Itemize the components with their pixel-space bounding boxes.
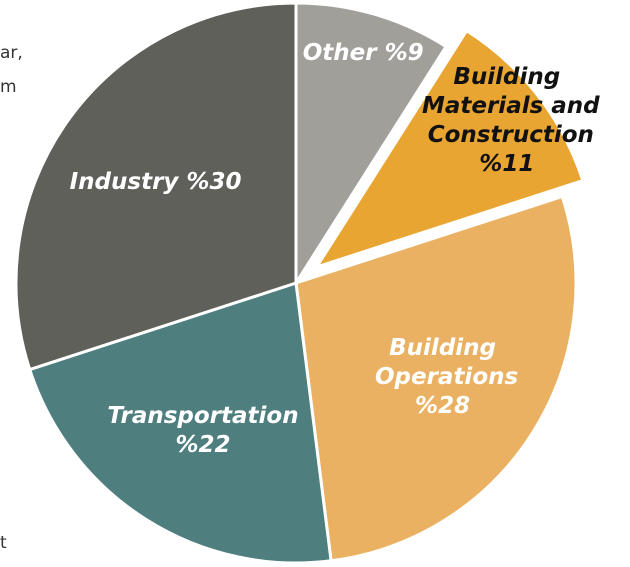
pie-slice (27, 281, 333, 565)
category-label: Building Materials and Construction (414, 64, 600, 148)
slice-label: Other %9 (303, 40, 424, 66)
side-text: t (0, 533, 7, 553)
value-label: %28 (415, 393, 470, 419)
side-text: m (0, 77, 17, 97)
pie-slice (294, 1, 449, 289)
category-label: Industry (70, 169, 187, 195)
value-label: %11 (479, 151, 534, 177)
value-label: %9 (385, 40, 424, 66)
category-label: Building Operations (367, 335, 518, 390)
side-text: ar, (0, 43, 23, 63)
pie-slice (14, 1, 298, 372)
category-label: Transportation (107, 403, 298, 429)
slice-label: Industry %30 (70, 169, 242, 195)
pie-slice (294, 194, 578, 563)
value-label: %30 (186, 169, 241, 195)
category-label: Other (303, 40, 385, 66)
pie-slice (313, 28, 585, 270)
value-label: %22 (175, 432, 230, 458)
